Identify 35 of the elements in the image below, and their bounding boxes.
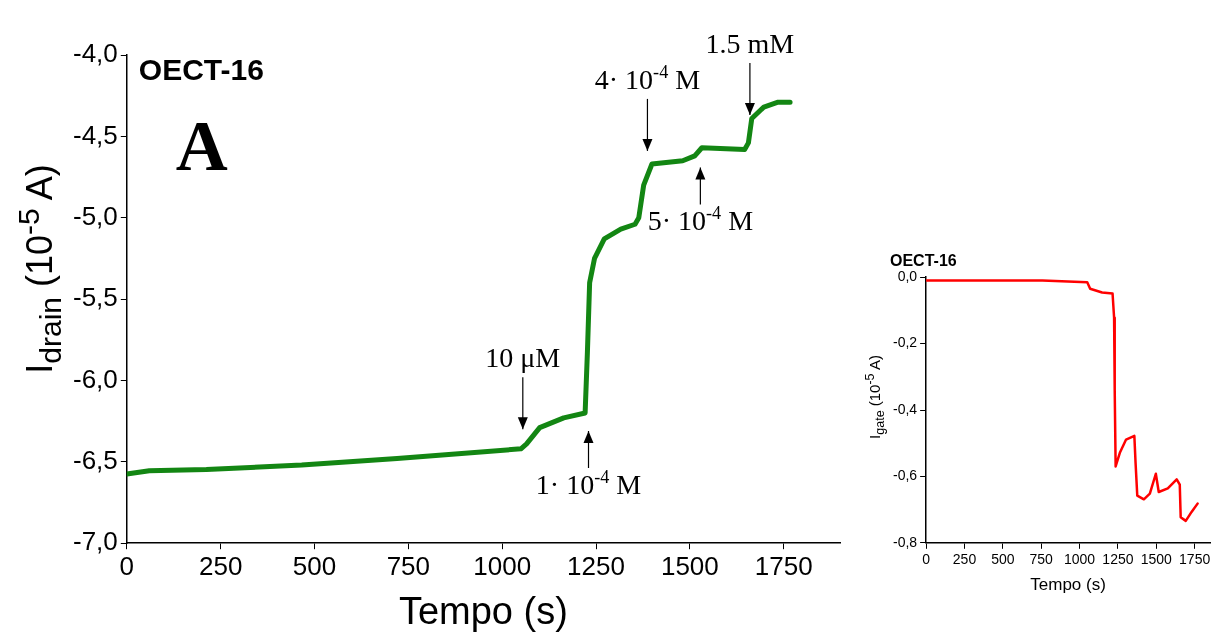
chart-title: OECT-16 <box>890 252 957 270</box>
x-tick-label: 500 <box>991 551 1015 568</box>
x-tick-label: 1000 <box>473 550 532 581</box>
y-tick-label: -0,4 <box>893 400 918 417</box>
y-tick-label: 0,0 <box>897 268 918 285</box>
y-tick-label: -7,0 <box>72 526 118 557</box>
x-tick-label: 1500 <box>1140 551 1173 568</box>
x-tick-label: 1250 <box>1102 551 1134 568</box>
y-tick-label: -6,5 <box>72 445 118 476</box>
y-tick-label: -0,6 <box>893 467 918 484</box>
x-tick-label: 750 <box>386 550 431 581</box>
x-tick-label: 0 <box>119 550 135 581</box>
x-tick-label: 1250 <box>567 550 625 581</box>
x-tick-label: 500 <box>292 550 337 581</box>
annotation: A <box>175 106 228 186</box>
x-tick-label: 250 <box>952 551 977 568</box>
y-tick-label: -0,2 <box>893 334 918 351</box>
x-tick-label: 1000 <box>1063 551 1096 568</box>
x-tick-label: 1750 <box>1179 551 1211 568</box>
x-axis-title: Tempo (s) <box>1030 575 1106 595</box>
chart-title: OECT-16 <box>138 53 264 87</box>
y-tick-label: -5,5 <box>72 282 118 313</box>
annotation: 10 μM <box>485 342 561 374</box>
annotation: 1.5 mM <box>705 28 795 60</box>
y-tick-label: -5,0 <box>72 200 118 231</box>
x-tick-label: 250 <box>198 550 243 581</box>
y-tick-label: -4,0 <box>72 38 118 69</box>
x-axis-title: Tempo (s) <box>398 589 568 632</box>
y-tick-label: -0,8 <box>893 533 918 550</box>
x-tick-label: 0 <box>922 551 931 568</box>
y-tick-label: -4,5 <box>72 119 118 150</box>
x-tick-label: 1500 <box>660 550 719 581</box>
x-tick-label: 750 <box>1029 551 1054 568</box>
y-tick-label: -6,0 <box>72 363 118 394</box>
x-tick-label: 1750 <box>754 550 813 581</box>
